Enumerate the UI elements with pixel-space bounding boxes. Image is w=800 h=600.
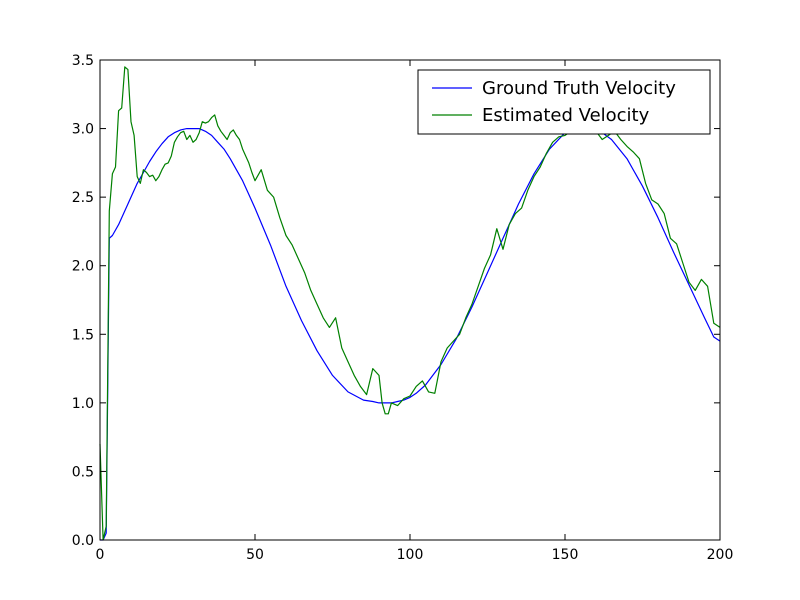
legend-box	[417, 69, 711, 135]
x-tick-label: 100	[397, 547, 424, 563]
y-tick-label: 1.5	[72, 327, 94, 343]
legend: Ground Truth Velocity Estimated Velocity	[417, 69, 711, 135]
y-tick-label: 0.0	[72, 533, 94, 549]
y-tick-label: 3.5	[72, 53, 94, 69]
legend-label-1: Ground Truth Velocity	[482, 78, 676, 99]
y-tick-label: 0.5	[72, 464, 94, 480]
y-tick-label: 3.0	[72, 122, 94, 138]
x-tick-label: 150	[552, 547, 579, 563]
x-tick-label: 200	[707, 547, 734, 563]
x-tick-label: 50	[246, 547, 264, 563]
legend-label-2: Estimated Velocity	[482, 105, 650, 126]
x-tick-label: 0	[96, 547, 105, 563]
y-tick-label: 2.0	[72, 259, 94, 275]
y-tick-label: 2.5	[72, 190, 94, 206]
tick-layer: 0 50 100 150 200 0.0 0.5 1.0 1.5 2.0 2.5 3.0 3.5	[72, 53, 734, 563]
y-tick-label: 1.0	[72, 396, 94, 412]
